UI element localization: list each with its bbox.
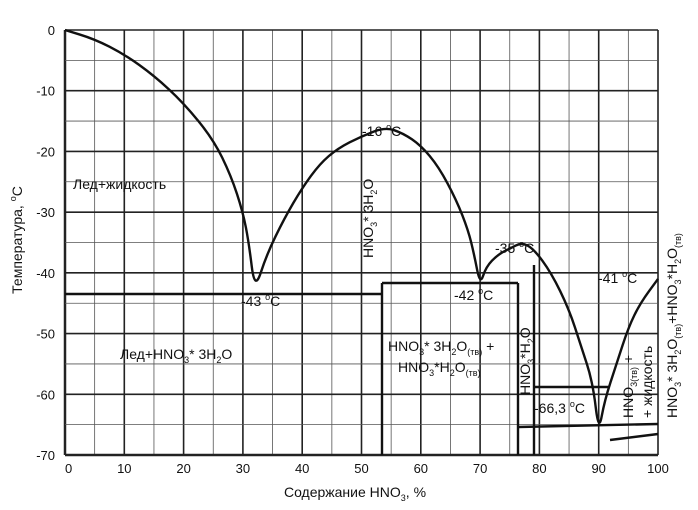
label-mono-solid: HNO3*H2O(тв) — [398, 359, 481, 378]
liquidus-curve — [64, 28, 659, 424]
phase-lines — [65, 265, 659, 455]
x-tick-label: 30 — [236, 461, 250, 476]
y-tick-label: -20 — [36, 144, 55, 159]
label-acid-liquid: + жидкость — [639, 346, 655, 418]
y-tick-label: -40 — [36, 266, 55, 281]
label-monohydrate-vertical: HNO3*H2O — [517, 327, 536, 395]
y-tick-label: -30 — [36, 205, 55, 220]
grid — [63, 29, 659, 457]
label-peak-35: -35 oC — [495, 239, 534, 256]
x-tick-label: 0 — [65, 461, 72, 476]
label-peak-16: -16 oC — [362, 122, 401, 139]
label-end-41: -41 oC — [598, 269, 637, 286]
x-tick-label: 40 — [295, 461, 309, 476]
x-tick-label: 70 — [473, 461, 487, 476]
x-axis-title: Содержание HNO3, % — [284, 484, 426, 503]
y-tick-label: -60 — [36, 387, 55, 402]
x-axis-title-a: Содержание HNO — [284, 484, 401, 500]
x-tick-label: 60 — [414, 461, 428, 476]
y-axis-title-a: Температура, — [9, 201, 25, 294]
y-tick-label: -50 — [36, 327, 55, 342]
x-axis-title-b: , % — [406, 484, 426, 500]
eutectic-line-66 — [517, 422, 659, 429]
t1a: -43 — [241, 293, 265, 309]
y-tick-label: -70 — [36, 448, 55, 463]
y-axis-title: Температура, oC — [8, 186, 25, 294]
x-tick-label: 80 — [532, 461, 546, 476]
y-tick-label: -10 — [36, 84, 55, 99]
right-small-tick — [609, 432, 659, 442]
label-eutectic-66: -66,3 oC — [534, 399, 585, 416]
label-eutectic-42: -42 oC — [454, 286, 493, 303]
label-acid-solid: HNO3(тв) + — [620, 355, 639, 418]
label-tri-solid: HNO3* 3H2O(тв) + — [388, 338, 494, 357]
y-axis-title-deg: o — [8, 196, 18, 201]
label-ice-trihydrate: Лед+HNO3* 3H2O — [120, 346, 232, 365]
x-tick-label: 20 — [176, 461, 190, 476]
label-right-solids: HNO3* 3H2O(тв)+HNO3*H2O(тв) — [664, 233, 683, 418]
y-tick-label: 0 — [48, 23, 55, 38]
label-ice-liquid: Лед+жидкость — [73, 176, 166, 192]
x-tick-label: 90 — [591, 461, 605, 476]
x-tick-label: 50 — [354, 461, 368, 476]
y-axis-title-unit: C — [9, 186, 25, 196]
label-trihydrate-vertical: HNO3* 3H2O — [360, 179, 379, 258]
label-eutectic-43: -43 oC — [241, 292, 280, 309]
tick-labels: 0 10 20 30 40 50 60 70 80 90 100 0 -10 -20 -30 -40 -50 -6… — [36, 23, 669, 476]
x-tick-label: 10 — [117, 461, 131, 476]
x-axis-title-sub: 3 — [401, 493, 406, 503]
x-tick-label: 100 — [647, 461, 669, 476]
